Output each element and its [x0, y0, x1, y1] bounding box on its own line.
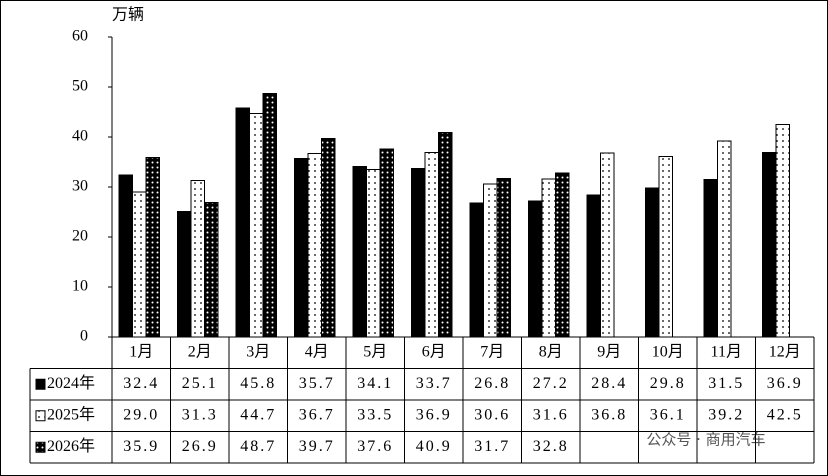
x-tick-label: 6月 — [422, 343, 446, 360]
bar — [762, 152, 777, 338]
bar — [775, 124, 790, 338]
x-tick-label: 3月 — [246, 343, 270, 360]
y-tick-label: 20 — [72, 228, 88, 245]
bar — [366, 169, 381, 338]
bar — [483, 183, 498, 338]
legend-marker — [35, 378, 46, 390]
value-label: 37.6 — [357, 438, 393, 455]
x-tick-label: 5月 — [363, 343, 387, 360]
value-label: 34.1 — [357, 375, 393, 392]
x-tick-label: 10月 — [652, 343, 684, 360]
value-label: 44.7 — [240, 406, 276, 423]
x-tick-label: 7月 — [480, 343, 504, 360]
value-label: 33.7 — [416, 375, 452, 392]
value-label: 36.7 — [299, 406, 335, 423]
y-tick-label: 40 — [72, 128, 88, 145]
value-label: 33.5 — [357, 406, 393, 423]
value-label: 48.7 — [240, 438, 276, 455]
value-label: 36.9 — [767, 375, 803, 392]
legend-label: 2024年 — [47, 374, 95, 392]
value-label: 31.5 — [708, 375, 744, 392]
value-label: 42.5 — [767, 406, 803, 423]
value-label: 32.4 — [123, 375, 159, 392]
bar — [235, 107, 250, 338]
value-label: 35.7 — [299, 375, 335, 392]
value-label: 39.7 — [299, 438, 335, 455]
bar — [600, 152, 615, 338]
value-label: 32.8 — [533, 438, 569, 455]
bar — [321, 138, 336, 338]
legend-label: 2026年 — [47, 437, 95, 455]
value-label: 26.8 — [474, 375, 510, 392]
value-label: 29.8 — [650, 375, 686, 392]
bar — [555, 172, 570, 338]
y-tick-label: 30 — [72, 178, 88, 195]
legend-marker — [35, 441, 46, 453]
value-label: 31.3 — [182, 406, 218, 423]
legend-label: 2025年 — [47, 405, 95, 423]
bar — [118, 174, 133, 338]
bar — [541, 178, 556, 338]
x-tick-label: 4月 — [305, 343, 329, 360]
y-axis-label: 万辆 — [112, 6, 144, 24]
y-tick-label: 50 — [72, 78, 88, 95]
y-tick-label: 0 — [80, 328, 88, 345]
x-tick-label: 8月 — [539, 343, 563, 360]
x-tick-label: 12月 — [769, 343, 801, 360]
bar — [717, 140, 732, 338]
bar — [528, 200, 543, 338]
value-label: 29.0 — [123, 406, 159, 423]
bar — [132, 191, 147, 338]
value-label: 31.7 — [474, 438, 510, 455]
value-label: 27.2 — [533, 375, 569, 392]
y-tick-label: 60 — [72, 28, 88, 45]
value-label: 30.6 — [474, 406, 510, 423]
bar — [645, 187, 660, 338]
value-label: 45.8 — [240, 375, 276, 392]
value-label: 35.9 — [123, 438, 159, 455]
bar — [411, 168, 426, 338]
bar — [190, 180, 205, 338]
bar — [438, 132, 453, 338]
bar — [294, 158, 309, 338]
bar — [204, 202, 219, 338]
bar — [177, 211, 192, 338]
bar — [379, 148, 394, 338]
x-tick-label: 9月 — [597, 343, 621, 360]
bar — [352, 166, 367, 338]
x-tick-label: 2月 — [188, 343, 212, 360]
bar — [249, 113, 264, 338]
x-tick-label: 1月 — [129, 343, 153, 360]
bar — [496, 178, 511, 338]
bar — [145, 157, 160, 338]
value-label: 39.2 — [708, 406, 744, 423]
value-label: 36.8 — [591, 406, 627, 423]
bar — [307, 153, 322, 338]
bar — [469, 202, 484, 338]
value-label: 36.1 — [650, 406, 686, 423]
value-label: 31.6 — [533, 406, 569, 423]
value-label: 40.9 — [416, 438, 452, 455]
bar — [703, 179, 718, 338]
value-label: 25.1 — [182, 375, 218, 392]
value-label: 28.4 — [591, 375, 627, 392]
x-tick-label: 11月 — [711, 343, 742, 360]
bar — [658, 156, 673, 338]
watermark: 公众号 · 商用汽车 — [646, 431, 765, 449]
bar — [424, 152, 439, 338]
legend-marker — [35, 410, 46, 422]
bar — [262, 93, 277, 338]
y-tick-label: 10 — [72, 278, 88, 295]
value-label: 26.9 — [182, 438, 218, 455]
bar — [586, 194, 601, 338]
value-label: 36.9 — [416, 406, 452, 423]
